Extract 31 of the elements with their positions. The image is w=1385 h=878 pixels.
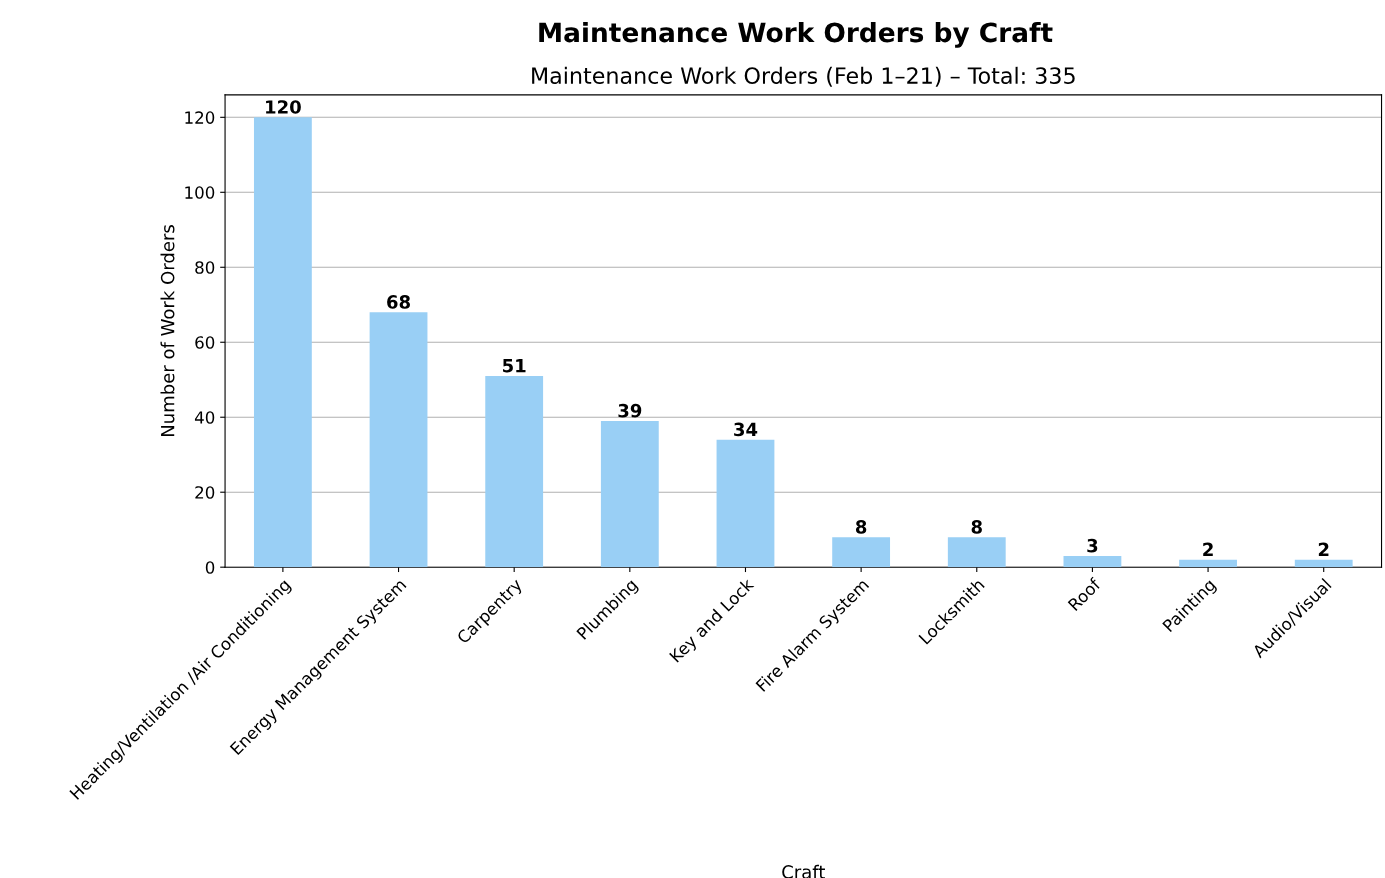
data-label: 2 — [1318, 542, 1329, 556]
data-label: 8 — [971, 520, 982, 534]
bar — [832, 537, 891, 568]
data-label: 68 — [387, 295, 410, 309]
bar — [369, 312, 428, 568]
data-label: 8 — [855, 520, 867, 534]
data-label: 2 — [1203, 542, 1213, 556]
bar — [947, 537, 1006, 568]
bar — [253, 117, 312, 568]
bar — [600, 420, 659, 568]
bar — [485, 375, 544, 568]
y-axis-title: Number of Work Orders — [160, 225, 175, 437]
bar — [1179, 559, 1237, 568]
bar — [1063, 555, 1122, 568]
data-label: 51 — [503, 359, 526, 373]
data-label: 39 — [618, 403, 642, 418]
chart-title: Maintenance Work Orders by Craft — [539, 21, 1053, 48]
y-tick-label: 60 — [195, 336, 215, 349]
bar — [1294, 559, 1353, 568]
y-tick-label: 120 — [185, 111, 215, 124]
y-tick-label: 20 — [195, 486, 215, 499]
bar — [716, 439, 775, 568]
y-tick-label: 0 — [205, 561, 215, 574]
data-label: 34 — [734, 422, 758, 437]
data-label: 120 — [266, 100, 301, 114]
y-tick-label: 100 — [185, 186, 215, 199]
y-tick-label: 40 — [194, 411, 215, 424]
y-tick-label: 80 — [195, 261, 215, 274]
chart-subtitle: Maintenance Work Orders (Feb 1–21) – Total: 335 — [532, 66, 1075, 87]
data-label: 3 — [1087, 538, 1098, 553]
x-axis-title: Craft — [782, 864, 825, 878]
